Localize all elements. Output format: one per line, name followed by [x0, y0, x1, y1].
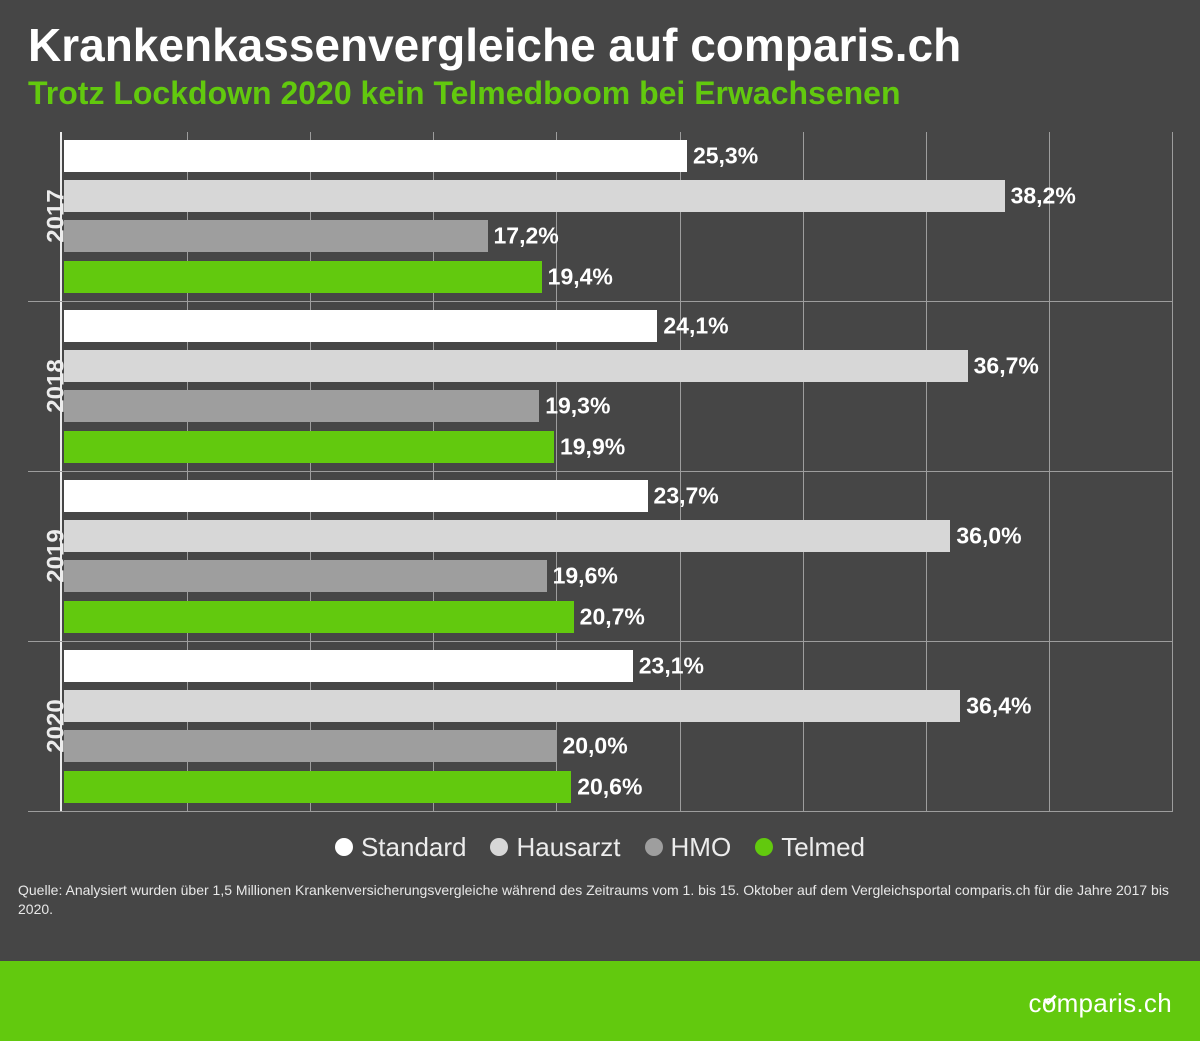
bar-row: 36,7%: [64, 350, 1172, 382]
bar-value-label: 38,2%: [1011, 182, 1076, 209]
legend-dot-icon: [335, 838, 353, 856]
y-axis-segment: 2018: [28, 302, 62, 471]
year-group: 2019 23,7% 36,0% 19,6% 20,7%: [28, 472, 1172, 642]
bar-row: 19,4%: [64, 261, 1172, 293]
bar-row: 20,7%: [64, 601, 1172, 633]
bar-row: 19,6%: [64, 560, 1172, 592]
legend: Standard Hausarzt HMO Telmed: [0, 832, 1200, 864]
legend-item-telmed: Telmed: [755, 832, 865, 863]
bar-row: 19,3%: [64, 390, 1172, 422]
y-axis-segment: 2017: [28, 132, 62, 301]
year-group: 2017 25,3% 38,2% 17,2% 19,4%: [28, 132, 1172, 302]
brand-logo: comparis.ch: [1029, 988, 1172, 1019]
legend-item-hmo: HMO: [645, 832, 732, 863]
bar-row: 36,4%: [64, 690, 1172, 722]
page-title: Krankenkassenvergleiche auf comparis.ch: [28, 20, 1172, 71]
bar-row: 19,9%: [64, 431, 1172, 463]
year-group: 2020 23,1% 36,4% 20,0% 20,6%: [28, 642, 1172, 812]
bar-row: 20,6%: [64, 771, 1172, 803]
bar-value-label: 19,3%: [545, 393, 610, 420]
bar-row: 17,2%: [64, 220, 1172, 252]
bar-hausarzt: [64, 520, 950, 552]
legend-dot-icon: [490, 838, 508, 856]
legend-item-hausarzt: Hausarzt: [490, 832, 620, 863]
page-subtitle: Trotz Lockdown 2020 kein Telmedboom bei …: [28, 75, 1172, 112]
bar-value-label: 19,6%: [553, 563, 618, 590]
legend-dot-icon: [755, 838, 773, 856]
header: Krankenkassenvergleiche auf comparis.ch …: [0, 0, 1200, 120]
bar-hausarzt: [64, 350, 968, 382]
gridline: [1172, 132, 1173, 812]
bar-hausarzt: [64, 690, 960, 722]
bar-standard: [64, 310, 657, 342]
bar-value-label: 23,1%: [639, 652, 704, 679]
bar-row: 24,1%: [64, 310, 1172, 342]
y-axis-segment: 2020: [28, 642, 62, 811]
legend-dot-icon: [645, 838, 663, 856]
bar-standard: [64, 480, 648, 512]
y-axis-segment: 2019: [28, 472, 62, 641]
bars: 24,1% 36,7% 19,3% 19,9%: [64, 310, 1172, 463]
bar-value-label: 24,1%: [663, 312, 728, 339]
bar-hausarzt: [64, 180, 1005, 212]
bar-hmo: [64, 390, 539, 422]
year-group: 2018 24,1% 36,7% 19,3% 19,9%: [28, 302, 1172, 472]
legend-label: Hausarzt: [516, 832, 620, 863]
bars: 25,3% 38,2% 17,2% 19,4%: [64, 140, 1172, 293]
source-note: Quelle: Analysiert wurden über 1,5 Milli…: [18, 881, 1182, 919]
bar-value-label: 36,4%: [966, 692, 1031, 719]
bars: 23,1% 36,4% 20,0% 20,6%: [64, 650, 1172, 803]
bar-hmo: [64, 730, 556, 762]
bar-row: 23,1%: [64, 650, 1172, 682]
bar-value-label: 20,7%: [580, 603, 645, 630]
bar-row: 38,2%: [64, 180, 1172, 212]
bar-value-label: 19,9%: [560, 433, 625, 460]
bar-value-label: 25,3%: [693, 142, 758, 169]
bar-standard: [64, 140, 687, 172]
bar-hmo: [64, 220, 488, 252]
bar-value-label: 17,2%: [494, 223, 559, 250]
bar-value-label: 36,0%: [956, 522, 1021, 549]
bars: 23,7% 36,0% 19,6% 20,7%: [64, 480, 1172, 633]
bar-chart: 2017 25,3% 38,2% 17,2% 19,4% 2018 24,1% 36,7% 19…: [28, 132, 1172, 812]
bar-row: 20,0%: [64, 730, 1172, 762]
bar-row: 23,7%: [64, 480, 1172, 512]
bar-row: 36,0%: [64, 520, 1172, 552]
footer-bar: comparis.ch: [0, 961, 1200, 1041]
legend-label: Standard: [361, 832, 467, 863]
bar-telmed: [64, 771, 571, 803]
bar-telmed: [64, 261, 542, 293]
check-icon: [1043, 992, 1056, 1005]
legend-label: Telmed: [781, 832, 865, 863]
bar-telmed: [64, 601, 574, 633]
bar-row: 25,3%: [64, 140, 1172, 172]
legend-item-standard: Standard: [335, 832, 467, 863]
bar-value-label: 20,6%: [577, 773, 642, 800]
bar-value-label: 36,7%: [974, 352, 1039, 379]
bar-value-label: 23,7%: [654, 482, 719, 509]
bar-value-label: 20,0%: [562, 733, 627, 760]
bar-standard: [64, 650, 633, 682]
bar-value-label: 19,4%: [548, 263, 613, 290]
bar-telmed: [64, 431, 554, 463]
legend-label: HMO: [671, 832, 732, 863]
bar-hmo: [64, 560, 547, 592]
